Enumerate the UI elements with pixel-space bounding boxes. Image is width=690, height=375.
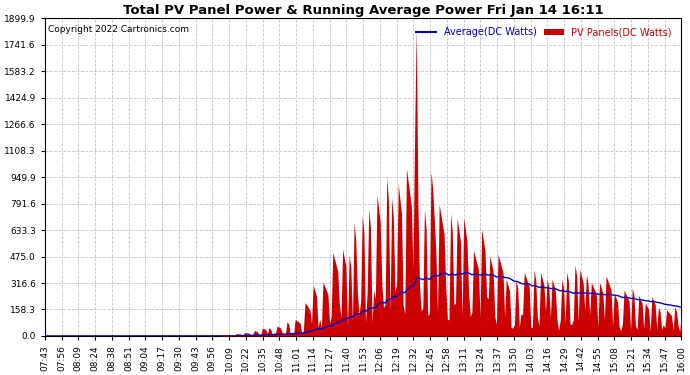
Title: Total PV Panel Power & Running Average Power Fri Jan 14 16:11: Total PV Panel Power & Running Average P…	[123, 4, 603, 17]
Legend: Average(DC Watts), PV Panels(DC Watts): Average(DC Watts), PV Panels(DC Watts)	[413, 24, 676, 41]
Text: Copyright 2022 Cartronics.com: Copyright 2022 Cartronics.com	[48, 25, 189, 34]
